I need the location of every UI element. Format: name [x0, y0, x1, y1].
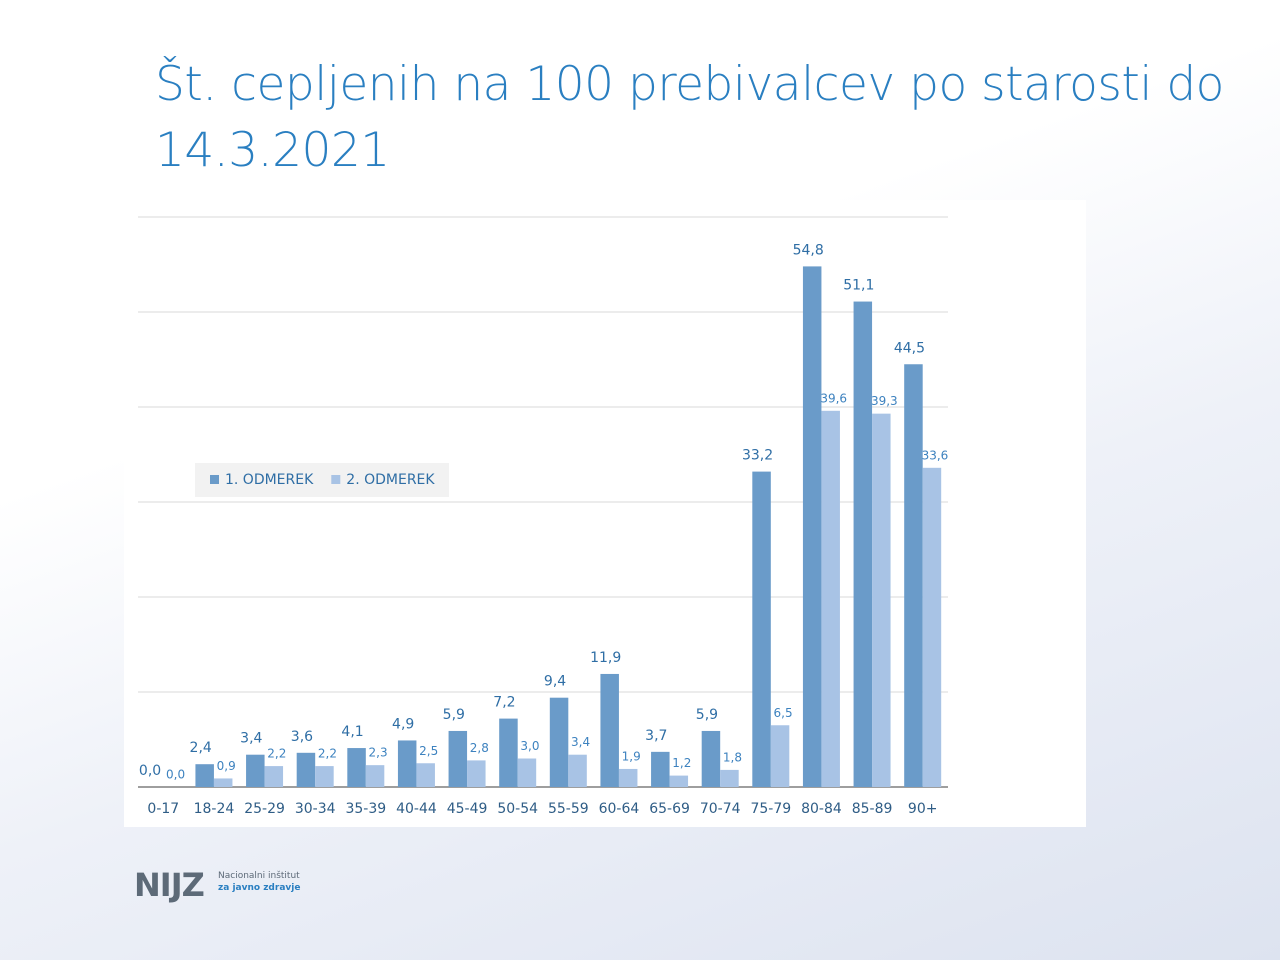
data-label: 0,0 — [166, 768, 185, 782]
bar — [213, 778, 233, 787]
x-tick-label: 30-34 — [295, 801, 336, 817]
data-label: 4,1 — [341, 724, 363, 740]
bar — [416, 763, 435, 787]
bar — [517, 758, 537, 787]
logo-line: za javno zdravje — [218, 883, 301, 893]
data-label: 0,9 — [217, 759, 236, 773]
legend-box — [195, 463, 449, 497]
bar — [802, 266, 822, 787]
x-tick-label: 85-89 — [852, 801, 893, 817]
bar — [720, 769, 739, 787]
data-label: 5,9 — [443, 707, 465, 723]
data-label: 2,5 — [419, 744, 438, 758]
data-label: 54,8 — [793, 242, 824, 258]
data-label: 6,5 — [774, 706, 793, 720]
data-label: 44,5 — [894, 340, 925, 356]
data-label: 11,9 — [590, 650, 621, 666]
data-label: 3,4 — [240, 731, 262, 747]
data-label: 3,6 — [291, 729, 313, 745]
bar — [499, 718, 518, 787]
bar — [264, 766, 284, 787]
data-label: 39,3 — [871, 394, 898, 408]
data-label: 51,1 — [843, 278, 874, 294]
x-tick-label: 40-44 — [396, 801, 437, 817]
bar — [770, 725, 790, 787]
data-label: 7,2 — [493, 695, 515, 711]
data-label: 2,2 — [318, 747, 337, 761]
data-label: 5,9 — [696, 707, 718, 723]
bar — [549, 697, 569, 787]
bar — [651, 751, 670, 787]
bar — [600, 673, 619, 787]
x-tick-label: 75-79 — [750, 801, 791, 817]
data-label: 3,4 — [571, 735, 590, 749]
x-tick-label: 65-69 — [649, 801, 690, 817]
bar — [195, 764, 214, 787]
bar — [246, 754, 265, 787]
logo-line: Nacionalni inštitut — [218, 871, 300, 881]
x-tick-label: 25-29 — [244, 801, 285, 817]
bar — [365, 765, 385, 787]
legend-swatch — [331, 475, 341, 484]
data-label: 2,4 — [190, 740, 212, 756]
legend-label: 1. ODMEREK — [225, 472, 314, 488]
logo-name: NIJZ — [134, 866, 205, 904]
x-tick-label: 80-84 — [801, 801, 842, 817]
data-label: 1,9 — [622, 749, 641, 763]
bar — [618, 768, 638, 787]
data-label: 39,6 — [820, 391, 847, 405]
bar — [701, 730, 721, 787]
x-tick-label: 70-74 — [700, 801, 741, 817]
bar — [821, 410, 840, 787]
data-label: 33,2 — [742, 448, 773, 464]
legend-swatch — [210, 475, 219, 484]
x-tick-label: 45-49 — [447, 801, 488, 817]
data-label: 2,8 — [470, 741, 489, 755]
x-tick-label: 0-17 — [147, 801, 179, 817]
x-tick-label: 60-64 — [599, 801, 640, 817]
x-tick-label: 90+ — [908, 801, 938, 817]
data-label: 9,4 — [544, 674, 566, 690]
logo-text: Nacionalni inštitut za javno zdravje — [218, 870, 300, 894]
x-tick-label: 18-24 — [194, 801, 235, 817]
data-label: 4,9 — [392, 716, 414, 732]
x-tick-label: 35-39 — [345, 801, 386, 817]
data-label: 3,0 — [520, 739, 539, 753]
bar — [669, 775, 689, 787]
logo: NIJZ Nacionalni inštitut za javno zdravj… — [134, 866, 300, 904]
data-label: 3,7 — [645, 728, 667, 744]
x-tick-label: 55-59 — [548, 801, 589, 817]
bar — [448, 730, 468, 787]
data-label: 1,2 — [672, 756, 691, 770]
slide-title: Št. cepljenih na 100 prebivalcev po star… — [155, 57, 1224, 178]
bar — [347, 748, 366, 787]
bar — [568, 754, 587, 787]
bar — [872, 413, 891, 787]
bar — [904, 364, 923, 787]
legend-label: 2. ODMEREK — [346, 472, 435, 488]
x-tick-label: 50-54 — [497, 801, 538, 817]
bar — [752, 471, 771, 787]
bar — [296, 752, 316, 787]
data-label: 1,8 — [723, 750, 742, 764]
data-label: 0,0 — [139, 763, 161, 779]
bar — [853, 301, 873, 787]
bar — [467, 760, 486, 787]
data-label: 2,2 — [267, 747, 286, 761]
bar — [315, 766, 334, 787]
bar — [397, 740, 417, 787]
bar — [922, 467, 942, 787]
data-label: 2,3 — [369, 746, 388, 760]
data-label: 33,6 — [922, 448, 949, 462]
